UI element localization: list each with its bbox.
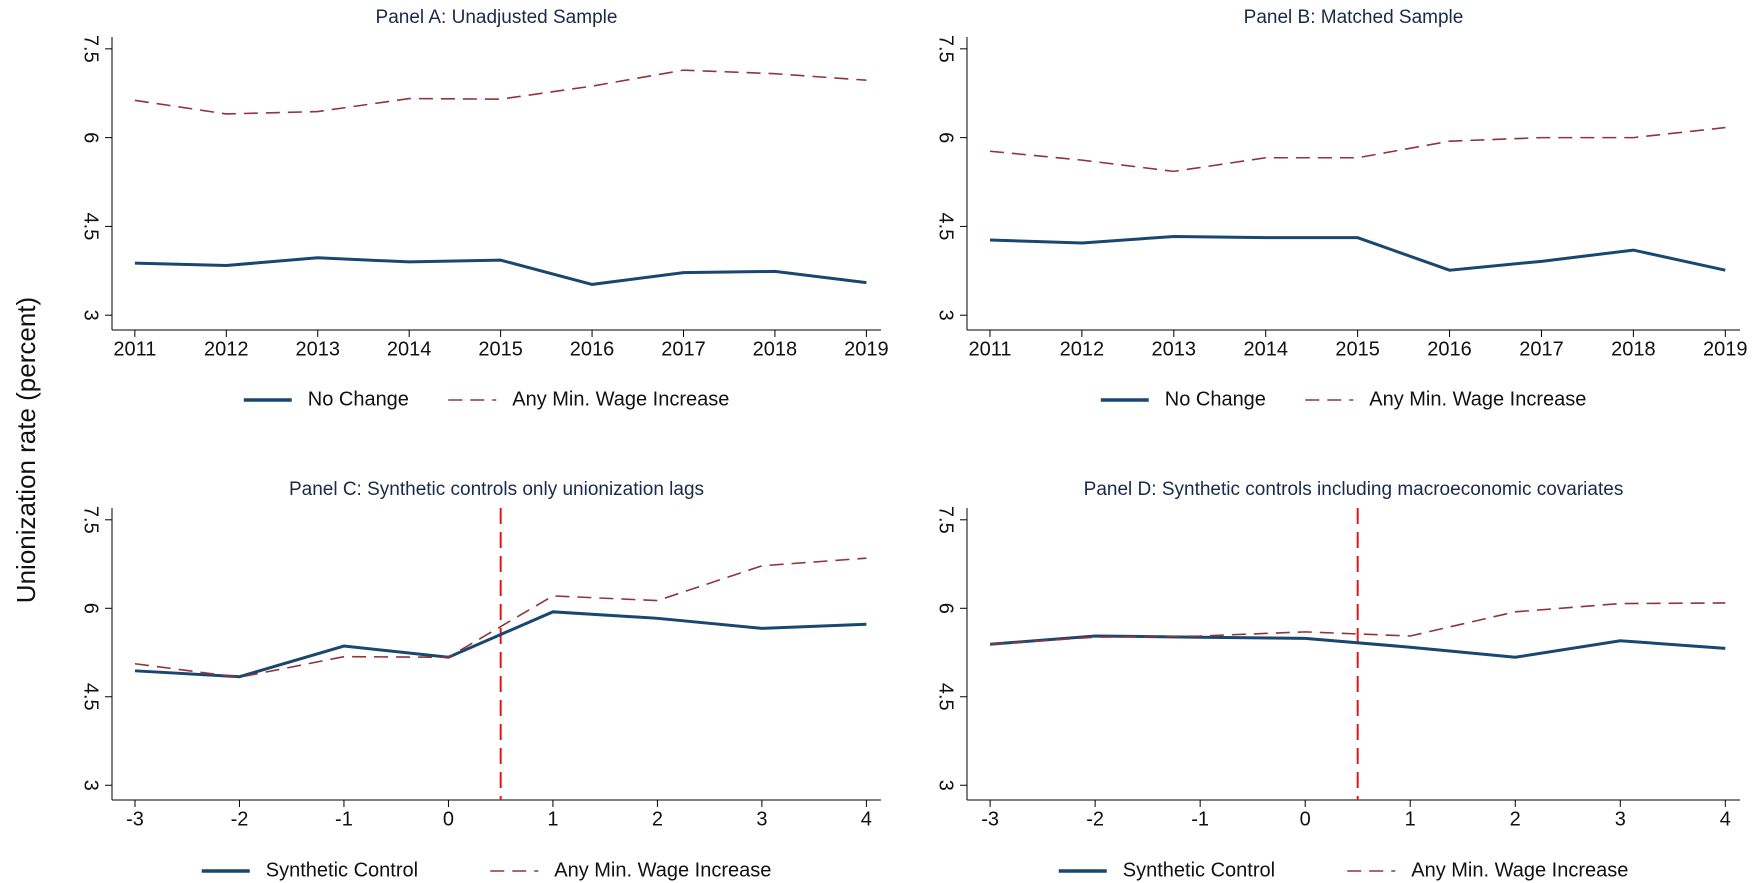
- y-tick-label: 6: [935, 603, 957, 614]
- x-tick-label: 0: [443, 808, 454, 830]
- y-tick-label: 4.5: [935, 213, 957, 241]
- x-tick-label: 2017: [661, 338, 706, 360]
- x-tick-label: -1: [1191, 808, 1209, 830]
- y-tick-label: 4.5: [80, 213, 102, 241]
- y-tick-label: 6: [935, 132, 957, 143]
- x-tick-label: 2: [652, 808, 663, 830]
- x-tick-label: 2018: [1611, 338, 1656, 360]
- x-tick-label: -2: [1086, 808, 1104, 830]
- series-line: [990, 602, 1726, 646]
- series-line: [134, 610, 867, 679]
- chart-title: Panel A: Unadjusted Sample: [376, 7, 618, 28]
- legend-label: Any Min. Wage Increase: [554, 859, 771, 881]
- series-line: [989, 234, 1726, 272]
- x-tick-label: 2012: [1060, 338, 1105, 360]
- x-tick-label: 1: [547, 808, 558, 830]
- y-tick-label: 6: [80, 132, 102, 143]
- y-tick-label: 7.5: [935, 35, 957, 63]
- y-tick-label: 7.5: [935, 506, 957, 534]
- x-tick-label: 2016: [1427, 338, 1472, 360]
- series-line: [134, 557, 867, 679]
- legend-label: Any Min. Wage Increase: [1411, 859, 1628, 881]
- y-tick-label: 4.5: [935, 683, 957, 711]
- x-tick-label: -3: [126, 808, 144, 830]
- legend-label: Synthetic Control: [266, 859, 418, 881]
- legend-label: Synthetic Control: [1123, 859, 1275, 881]
- x-tick-label: -1: [335, 808, 353, 830]
- y-tick-label: 6: [80, 603, 102, 614]
- y-tick-label: 3: [80, 780, 102, 791]
- chart-title: Panel B: Matched Sample: [1244, 7, 1464, 28]
- x-tick-label: 2019: [844, 338, 889, 360]
- y-tick-label: 3: [935, 780, 957, 791]
- x-tick-label: 1: [1405, 808, 1416, 830]
- x-tick-label: 2011: [968, 338, 1011, 360]
- x-tick-label: 2018: [753, 338, 798, 360]
- x-tick-label: 2016: [570, 338, 615, 360]
- x-tick-label: 3: [756, 808, 767, 830]
- x-tick-label: 2017: [1519, 338, 1564, 360]
- x-tick-label: 2: [1510, 808, 1521, 830]
- y-tick-label: 3: [80, 310, 102, 321]
- legend-label: Any Min. Wage Increase: [512, 388, 729, 410]
- chart-title: Panel C: Synthetic controls only unioniz…: [289, 479, 704, 500]
- y-tick-label: 7.5: [80, 35, 102, 63]
- x-tick-label: 4: [861, 808, 872, 830]
- x-tick-label: 2014: [1243, 338, 1288, 360]
- x-tick-label: 2012: [204, 338, 249, 360]
- series-line: [134, 69, 867, 115]
- chart-title: Panel D: Synthetic controls including ma…: [1084, 479, 1624, 500]
- x-tick-label: 2015: [478, 338, 523, 360]
- x-tick-label: 2019: [1703, 338, 1748, 360]
- x-tick-label: 2013: [295, 338, 340, 360]
- series-line: [134, 256, 867, 286]
- x-tick-label: 2015: [1335, 338, 1380, 360]
- legend-label: No Change: [1165, 388, 1266, 410]
- y-tick-label: 7.5: [80, 506, 102, 534]
- x-tick-label: 2013: [1152, 338, 1197, 360]
- x-tick-label: 0: [1300, 808, 1311, 830]
- x-tick-label: -3: [981, 808, 999, 830]
- y-tick-label: 4.5: [80, 683, 102, 711]
- x-tick-label: 3: [1615, 808, 1626, 830]
- y-axis-label: Unionization rate (percent): [11, 297, 41, 603]
- x-tick-label: 2014: [387, 338, 432, 360]
- y-tick-label: 3: [935, 310, 957, 321]
- x-tick-label: -2: [231, 808, 249, 830]
- x-tick-label: 4: [1720, 808, 1731, 830]
- series-line: [989, 126, 1726, 173]
- legend-label: Any Min. Wage Increase: [1369, 388, 1586, 410]
- legend-label: No Change: [308, 388, 409, 410]
- x-tick-label: 2011: [113, 338, 156, 360]
